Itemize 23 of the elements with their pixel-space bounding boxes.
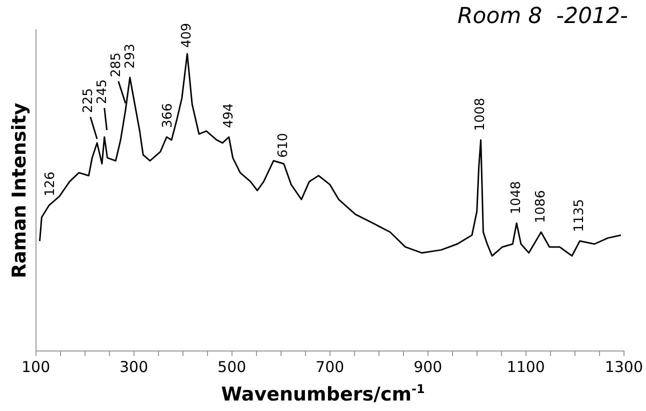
x-tick-label: 500 xyxy=(218,358,246,376)
annotation: 1086 xyxy=(533,190,548,224)
annotation: 1048 xyxy=(508,181,524,214)
annotation: 366 xyxy=(160,103,176,128)
x-tick-label: 1100 xyxy=(506,358,545,376)
annotation: 225 xyxy=(80,88,96,113)
y-axis-title: Raman Intensity xyxy=(8,102,30,278)
annotation: 245 xyxy=(94,79,110,104)
x-tick-label: 900 xyxy=(414,358,442,376)
chart-title: Room 8 -2012- xyxy=(458,4,628,29)
annotation: 1135 xyxy=(572,198,588,232)
annotation: 494 xyxy=(221,103,236,128)
x-axis-title: Wavenumbers/cm$^{-1}$ xyxy=(220,382,426,406)
annotation: 293 xyxy=(122,44,138,69)
annotation: 285 xyxy=(108,52,124,78)
x-tick-label: 700 xyxy=(316,358,344,376)
annotation: 126 xyxy=(42,172,58,196)
x-tick-label: 1300 xyxy=(604,358,644,376)
annotation: 610 xyxy=(276,132,292,158)
annotation: 409 xyxy=(180,22,195,48)
x-tick-label: 100 xyxy=(21,358,50,376)
x-tick-label: 300 xyxy=(120,358,148,376)
annotation: 1008 xyxy=(473,98,488,131)
